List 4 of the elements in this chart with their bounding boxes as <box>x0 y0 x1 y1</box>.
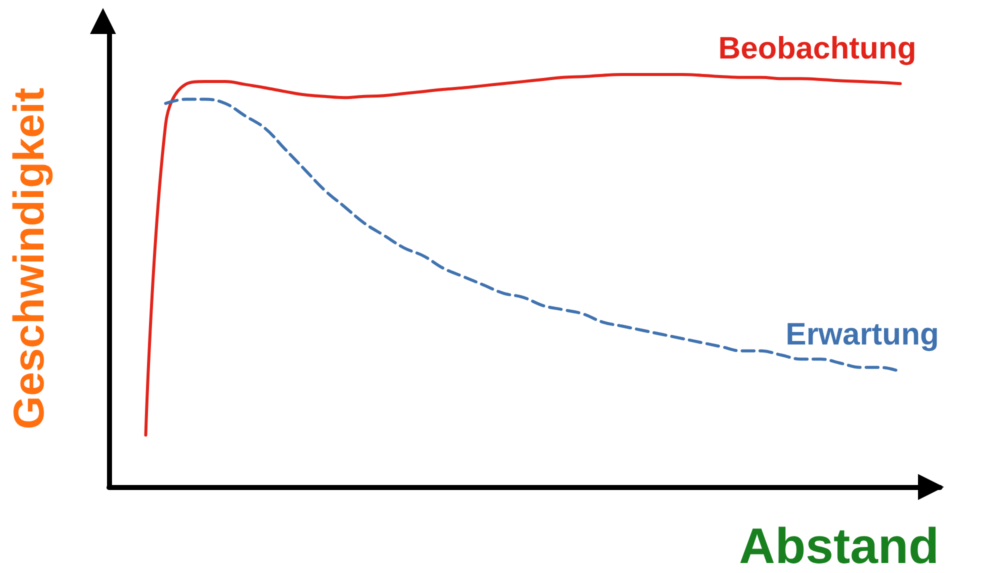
y-axis-title: Geschwindigkeit <box>6 88 54 430</box>
series-label: Erwartung <box>786 316 939 352</box>
x-axis-title: Abstand <box>739 518 939 573</box>
series-label: Beobachtung <box>718 30 916 66</box>
